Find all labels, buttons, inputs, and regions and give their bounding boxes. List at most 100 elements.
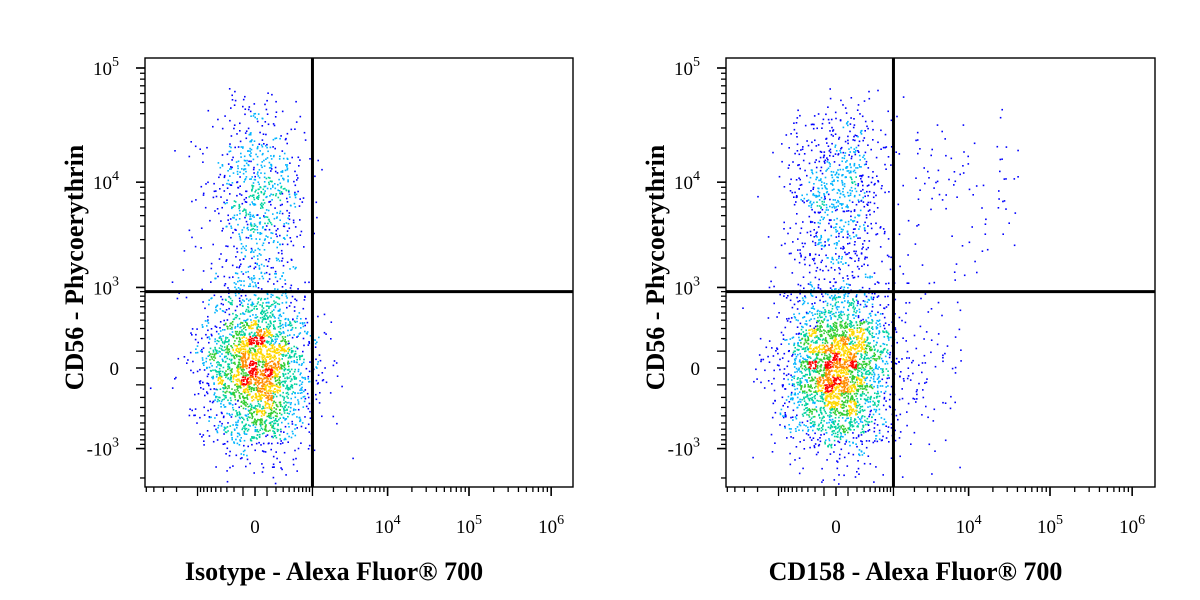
event-dot [271, 313, 274, 316]
event-dot [299, 358, 301, 361]
event-dot [889, 351, 892, 354]
event-dot [280, 191, 283, 193]
event-dot [255, 362, 257, 364]
event-dot [270, 187, 272, 190]
event-dot [216, 371, 219, 373]
event-dot [244, 326, 246, 328]
event-dot [852, 298, 854, 300]
event-dot [296, 235, 298, 238]
event-dot [206, 367, 208, 370]
event-dot [309, 361, 311, 363]
event-dot [813, 421, 816, 423]
event-dot [242, 98, 245, 101]
event-dot [861, 443, 863, 445]
event-dot [890, 361, 893, 363]
event-dot [280, 332, 283, 334]
event-dot [289, 388, 291, 391]
event-dot [834, 412, 836, 415]
event-dot [832, 366, 835, 369]
event-dot [261, 358, 264, 360]
event-dot [288, 413, 290, 415]
x-tick-label: 105 [456, 513, 482, 538]
event-dot [258, 379, 261, 381]
event-dot [302, 350, 304, 353]
event-dot [253, 407, 255, 410]
event-dot [223, 190, 226, 192]
event-dot [268, 416, 270, 418]
event-dot [830, 425, 833, 427]
event-dot [238, 233, 240, 235]
event-dot [224, 406, 227, 408]
event-dot [227, 349, 229, 351]
event-dot [274, 419, 277, 422]
event-dot [265, 108, 268, 111]
event-dot [266, 397, 269, 399]
event-dot [831, 392, 834, 395]
event-dot [260, 232, 263, 235]
event-dot [276, 348, 279, 350]
event-dot [286, 306, 288, 309]
event-dot [249, 372, 251, 375]
event-dot [851, 274, 854, 277]
event-dot [279, 308, 281, 311]
event-dot [272, 335, 275, 337]
event-dot [274, 372, 276, 374]
event-dot [225, 351, 227, 354]
event-dot [256, 196, 258, 199]
event-dot [244, 388, 246, 391]
event-dot [249, 285, 252, 287]
event-dot [218, 258, 221, 260]
event-dot [273, 410, 276, 413]
event-dot [859, 385, 861, 387]
event-dot [227, 340, 230, 343]
y-tick-label: 104 [93, 169, 119, 194]
event-dot [241, 168, 243, 170]
event-dot [800, 328, 803, 331]
event-dot [273, 315, 275, 318]
event-dot [222, 379, 225, 382]
event-dot [235, 333, 238, 335]
event-dot [231, 326, 233, 329]
event-dot [243, 369, 245, 371]
event-dot [283, 345, 285, 348]
event-dot [300, 364, 303, 366]
event-dot [812, 367, 815, 369]
event-dot [230, 135, 233, 137]
event-dot [287, 369, 290, 371]
event-dot [813, 327, 815, 330]
event-dot [201, 288, 203, 291]
event-dot [819, 376, 822, 379]
event-dot [188, 229, 191, 232]
event-dot [232, 362, 235, 364]
event-dot [797, 353, 799, 356]
event-dot [884, 355, 887, 358]
event-dot [250, 390, 253, 393]
event-dot [281, 243, 284, 246]
event-dot [191, 409, 193, 412]
event-dot [248, 394, 251, 396]
event-dot [894, 429, 896, 432]
event-dot [856, 413, 858, 415]
event-dot [842, 407, 844, 409]
event-dot [277, 258, 280, 260]
event-dot [212, 377, 214, 380]
event-dot [257, 232, 259, 234]
event-dot [854, 381, 856, 384]
event-dot [887, 426, 890, 428]
event-dot [257, 400, 259, 403]
event-dot [256, 195, 259, 198]
event-dot [235, 314, 237, 316]
event-dot [259, 131, 261, 134]
event-dot [252, 387, 255, 390]
event-dot [207, 409, 209, 412]
event-dot [263, 143, 265, 145]
event-dot [843, 354, 845, 357]
event-dot [269, 195, 271, 197]
event-dot [293, 361, 295, 363]
event-dot [223, 372, 226, 374]
event-dot [261, 407, 263, 410]
event-dot [243, 391, 245, 393]
event-dot [171, 387, 174, 389]
event-dot [248, 386, 250, 389]
event-dot [255, 397, 258, 399]
